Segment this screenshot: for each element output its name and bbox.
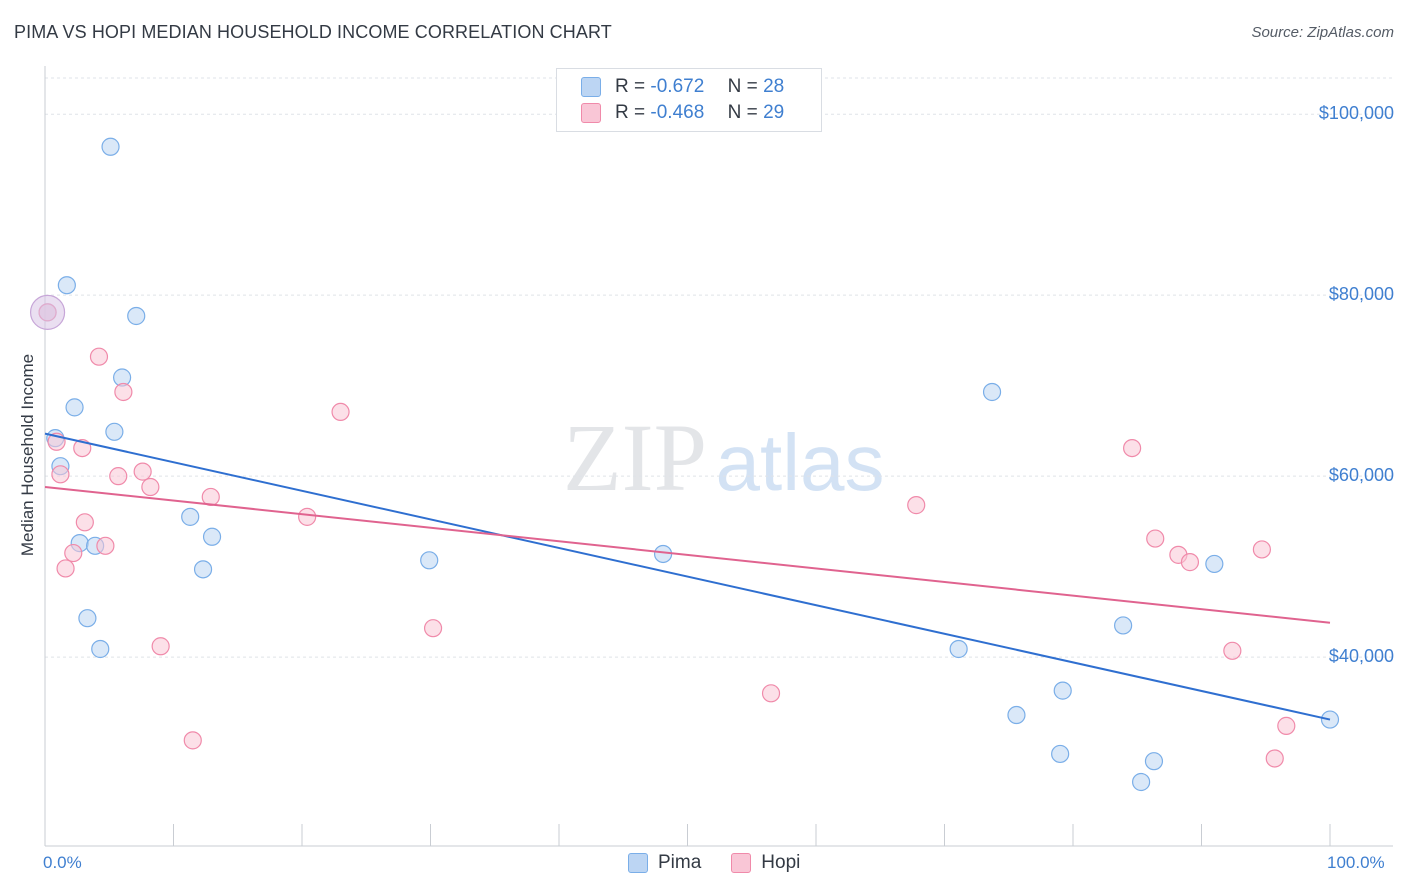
hopi-point	[1252, 540, 1271, 559]
watermark-zip: ZIP	[563, 404, 707, 511]
y-tick-label: $60,000	[1328, 465, 1394, 486]
hopi-point	[96, 536, 115, 555]
x-tick-label-max: 100.0%	[1327, 853, 1385, 872]
legend-row-hopi: R = -0.468 N = 29	[581, 101, 784, 125]
hopi-point	[331, 402, 350, 421]
chart-title: PIMA VS HOPI MEDIAN HOUSEHOLD INCOME COR…	[14, 22, 612, 42]
pima-swatch	[628, 853, 648, 873]
legend-label-pima: Pima	[658, 852, 702, 873]
pima-point	[1053, 681, 1072, 700]
pima-point	[202, 527, 222, 546]
pima-point	[91, 639, 110, 659]
legend-item-pima[interactable]: Pima	[628, 852, 701, 874]
hopi-point	[1277, 716, 1296, 735]
overlap-point	[29, 294, 66, 330]
hopi-point	[423, 619, 443, 638]
y-tick-label: $100,000	[1318, 103, 1394, 124]
y-tick-label: $40,000	[1328, 646, 1394, 667]
hopi-point	[75, 513, 94, 532]
source-label: Source: ZipAtlas.com	[1251, 24, 1394, 41]
hopi-point	[1123, 438, 1142, 458]
legend-label-hopi: Hopi	[761, 852, 801, 873]
pima-point	[949, 639, 968, 659]
pima-point	[1007, 705, 1026, 725]
pima-point	[1205, 554, 1224, 574]
hopi-point	[183, 731, 202, 750]
hopi-point	[114, 382, 133, 402]
pima-point	[105, 422, 124, 441]
pima-point	[1114, 616, 1133, 635]
watermark-atlas: atlas	[716, 418, 885, 507]
pima-point	[1051, 744, 1070, 764]
y-tick-label: $80,000	[1328, 284, 1394, 305]
hopi-trend-line	[44, 486, 1331, 624]
pima-point	[653, 544, 673, 564]
pima-point	[181, 507, 200, 526]
hopi-point	[1223, 641, 1242, 660]
pima-point	[127, 306, 146, 326]
hopi-point	[89, 347, 109, 366]
pima-point	[982, 382, 1002, 402]
pima-point	[101, 137, 120, 156]
legend-r-value: -0.672	[650, 76, 705, 97]
hopi-point	[51, 465, 70, 484]
x-tick-label-min: 0.0%	[43, 853, 82, 872]
hopi-point	[109, 467, 128, 486]
hopi-point	[1146, 529, 1165, 548]
pima-swatch	[581, 77, 601, 97]
legend-n-label: N =	[727, 102, 758, 123]
hopi-point	[151, 637, 170, 656]
legend-n-value: 28	[763, 76, 785, 97]
legend-r-value: -0.468	[650, 102, 705, 123]
pima-point	[420, 551, 439, 570]
pima-point	[193, 560, 213, 579]
hopi-point	[761, 684, 781, 703]
legend-item-hopi[interactable]: Hopi	[731, 852, 800, 874]
pima-point	[78, 609, 97, 628]
hopi-point	[141, 477, 160, 497]
pima-trend-line	[44, 432, 1331, 721]
legend-n-value: 29	[763, 102, 785, 123]
legend-r-label: R =	[615, 102, 646, 123]
legend-row-pima: R = -0.672 N = 28	[581, 75, 784, 99]
pima-point	[57, 276, 76, 295]
pima-point	[1132, 772, 1151, 792]
hopi-point	[298, 507, 317, 526]
hopi-point	[907, 496, 926, 515]
pima-point	[65, 398, 84, 417]
hopi-point	[56, 559, 75, 578]
hopi-point	[1180, 553, 1200, 572]
hopi-point	[1265, 749, 1284, 768]
hopi-swatch	[581, 103, 601, 123]
stats-legend: R = -0.672 N = 28 R = -0.468 N = 29	[556, 68, 822, 132]
pima-point	[1144, 752, 1164, 771]
series-legend: Pima Hopi	[628, 852, 830, 874]
hopi-point	[64, 543, 83, 563]
legend-n-label: N =	[727, 76, 758, 97]
hopi-point	[133, 462, 152, 481]
hopi-swatch	[731, 853, 752, 873]
legend-r-label: R =	[615, 76, 646, 97]
